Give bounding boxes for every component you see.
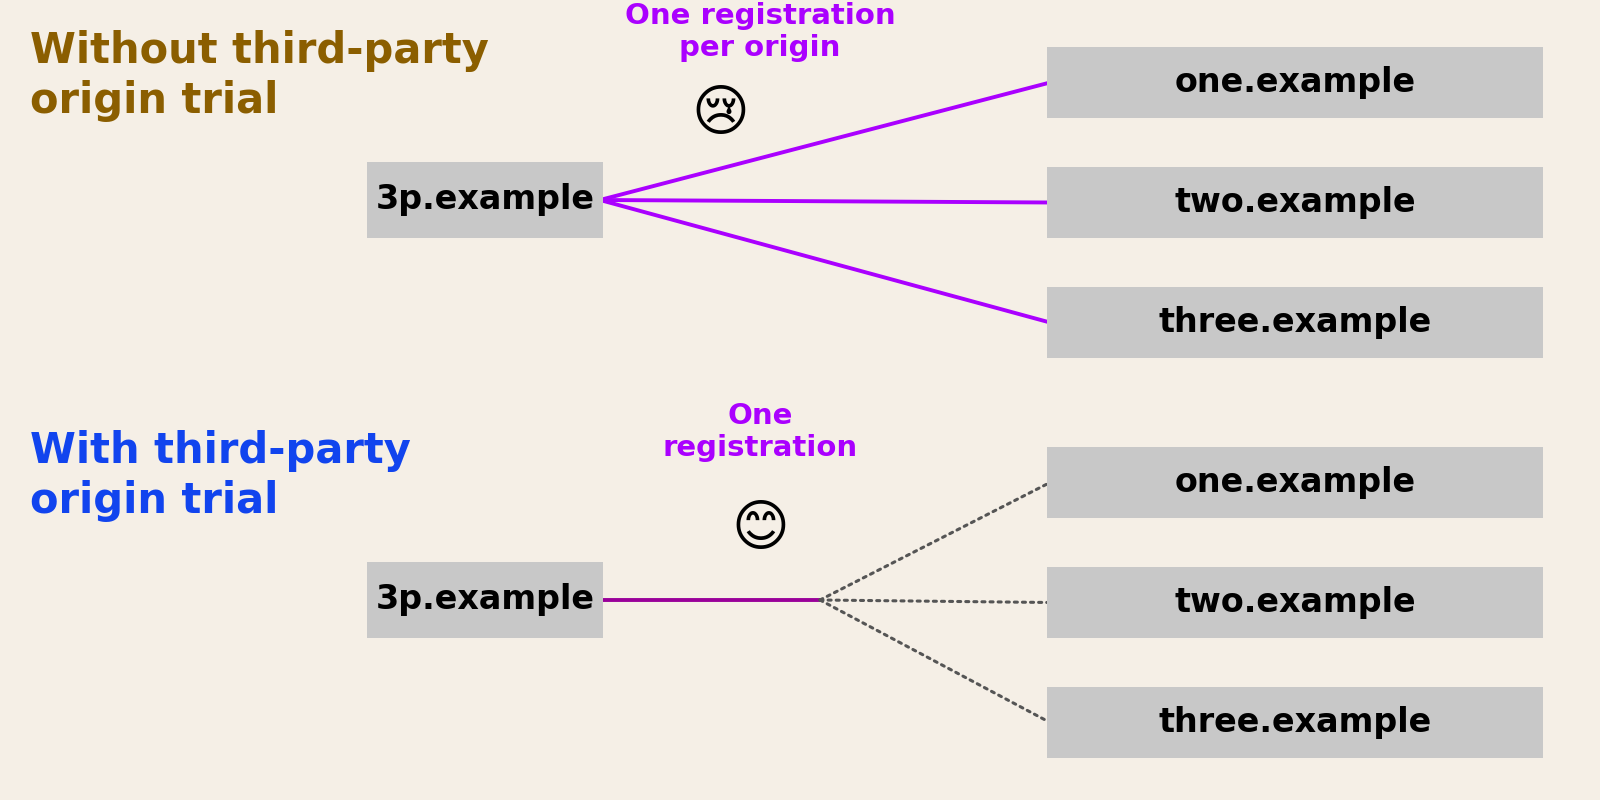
FancyBboxPatch shape: [1046, 447, 1542, 518]
FancyBboxPatch shape: [1046, 567, 1542, 638]
Text: one.example: one.example: [1174, 66, 1416, 99]
Text: three.example: three.example: [1158, 706, 1432, 739]
FancyBboxPatch shape: [1046, 687, 1542, 758]
Text: two.example: two.example: [1174, 586, 1416, 619]
Text: Without third-party
origin trial: Without third-party origin trial: [30, 30, 490, 122]
Text: one.example: one.example: [1174, 466, 1416, 499]
Text: 3p.example: 3p.example: [376, 183, 595, 217]
Text: With third-party
origin trial: With third-party origin trial: [30, 430, 411, 522]
FancyBboxPatch shape: [1046, 167, 1542, 238]
Text: 3p.example: 3p.example: [376, 583, 595, 617]
Text: 😊: 😊: [731, 503, 789, 557]
Text: three.example: three.example: [1158, 306, 1432, 339]
FancyBboxPatch shape: [1046, 47, 1542, 118]
Text: 😢: 😢: [691, 88, 749, 142]
Text: two.example: two.example: [1174, 186, 1416, 219]
FancyBboxPatch shape: [366, 562, 603, 638]
FancyBboxPatch shape: [366, 162, 603, 238]
FancyBboxPatch shape: [1046, 287, 1542, 358]
Text: One registration
per origin: One registration per origin: [624, 2, 896, 62]
Text: One
registration: One registration: [662, 402, 858, 462]
